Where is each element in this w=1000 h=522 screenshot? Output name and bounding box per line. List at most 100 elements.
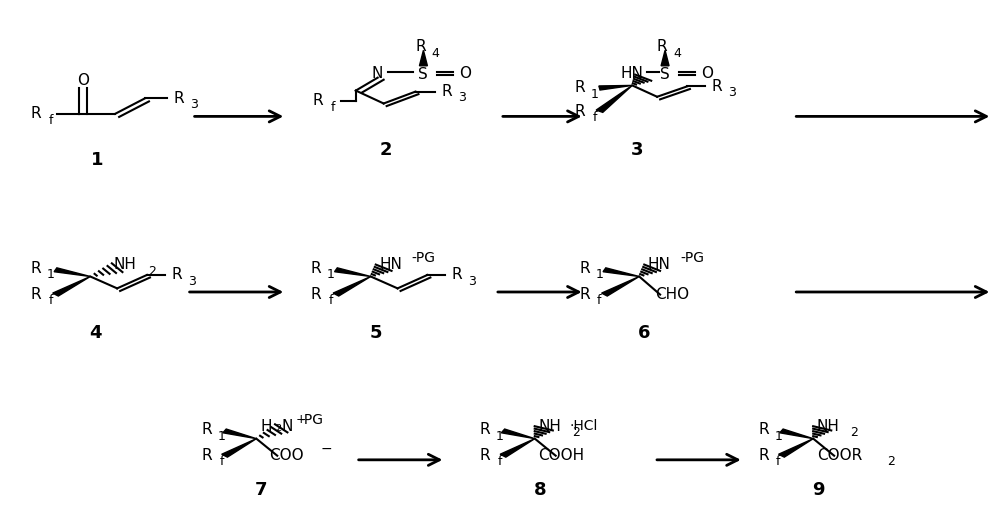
Polygon shape: [222, 438, 256, 457]
Text: R: R: [480, 422, 490, 437]
Text: NH: NH: [114, 257, 137, 272]
Text: 1: 1: [596, 268, 603, 281]
Text: O: O: [701, 66, 713, 81]
Text: 2: 2: [850, 426, 858, 439]
Text: 1: 1: [47, 268, 54, 281]
Text: R: R: [758, 422, 769, 437]
Text: R: R: [574, 80, 585, 96]
Text: 4: 4: [673, 47, 681, 60]
Text: 2: 2: [887, 455, 895, 468]
Polygon shape: [599, 86, 632, 90]
Text: 3: 3: [190, 98, 198, 111]
Text: 1: 1: [218, 430, 225, 443]
Text: N: N: [372, 66, 383, 81]
Text: R: R: [311, 261, 321, 276]
Text: R: R: [313, 93, 323, 109]
Text: 3: 3: [468, 275, 476, 288]
Text: R: R: [201, 422, 212, 437]
Text: R: R: [579, 261, 590, 276]
Text: ₂: ₂: [275, 419, 281, 434]
Polygon shape: [335, 268, 371, 277]
Text: R: R: [442, 84, 453, 99]
Polygon shape: [53, 277, 90, 296]
Polygon shape: [501, 429, 535, 438]
Text: f: f: [219, 455, 224, 468]
Text: 7: 7: [255, 481, 268, 500]
Text: 9: 9: [812, 481, 824, 500]
Text: 1: 1: [591, 88, 598, 101]
Text: N: N: [282, 419, 293, 434]
Text: CHO: CHO: [655, 287, 689, 302]
Text: O: O: [77, 73, 89, 88]
Text: 2: 2: [379, 141, 392, 159]
Text: 4: 4: [431, 47, 439, 60]
Text: 2: 2: [148, 265, 156, 278]
Polygon shape: [419, 50, 427, 66]
Polygon shape: [500, 438, 535, 457]
Text: R: R: [657, 39, 667, 54]
Text: R: R: [480, 448, 490, 463]
Text: S: S: [660, 66, 670, 81]
Text: H: H: [261, 419, 272, 434]
Text: R: R: [579, 287, 590, 302]
Polygon shape: [333, 277, 371, 296]
Text: −: −: [320, 442, 332, 456]
Text: 1: 1: [91, 151, 104, 169]
Text: 1: 1: [327, 268, 335, 281]
Text: R: R: [452, 267, 463, 282]
Text: f: f: [48, 294, 53, 307]
Text: HN: HN: [379, 257, 402, 272]
Text: R: R: [171, 267, 182, 282]
Text: R: R: [30, 106, 41, 121]
Text: 1: 1: [775, 430, 782, 443]
Polygon shape: [780, 429, 813, 438]
Polygon shape: [779, 438, 813, 457]
Text: 5: 5: [369, 324, 382, 342]
Text: S: S: [418, 66, 427, 81]
Polygon shape: [661, 50, 669, 66]
Text: +: +: [296, 413, 306, 426]
Text: 3: 3: [458, 91, 466, 104]
Text: f: f: [329, 294, 333, 307]
Text: HN: HN: [648, 257, 671, 272]
Text: R: R: [311, 287, 321, 302]
Text: R: R: [173, 91, 184, 106]
Text: f: f: [776, 455, 781, 468]
Text: f: f: [498, 455, 502, 468]
Text: R: R: [711, 79, 722, 94]
Text: f: f: [597, 294, 602, 307]
Text: f: f: [331, 101, 335, 114]
Polygon shape: [603, 268, 639, 277]
Text: 4: 4: [89, 324, 102, 342]
Polygon shape: [223, 429, 256, 438]
Text: f: f: [592, 111, 597, 124]
Text: R: R: [574, 104, 585, 118]
Text: -PG: -PG: [411, 252, 435, 265]
Text: O: O: [459, 66, 471, 81]
Text: -PG: -PG: [680, 252, 704, 265]
Text: ·HCl: ·HCl: [569, 419, 598, 433]
Text: 3: 3: [188, 275, 196, 288]
Text: R: R: [30, 287, 41, 302]
Text: COOR: COOR: [817, 448, 863, 463]
Text: R: R: [30, 261, 41, 276]
Text: NH: NH: [817, 419, 840, 434]
Text: f: f: [48, 114, 53, 127]
Text: -PG: -PG: [299, 412, 323, 426]
Text: R: R: [415, 39, 426, 54]
Text: 1: 1: [496, 430, 504, 443]
Polygon shape: [596, 86, 632, 112]
Text: R: R: [201, 448, 212, 463]
Text: 2: 2: [572, 426, 580, 439]
Text: R: R: [758, 448, 769, 463]
Text: COO: COO: [269, 448, 304, 463]
Text: NH: NH: [538, 419, 561, 434]
Text: 8: 8: [533, 481, 546, 500]
Text: 6: 6: [638, 324, 650, 342]
Text: 3: 3: [728, 86, 736, 99]
Polygon shape: [54, 268, 90, 277]
Polygon shape: [602, 277, 639, 296]
Text: HN: HN: [621, 66, 644, 81]
Text: COOH: COOH: [539, 448, 585, 463]
Text: 3: 3: [631, 141, 643, 159]
